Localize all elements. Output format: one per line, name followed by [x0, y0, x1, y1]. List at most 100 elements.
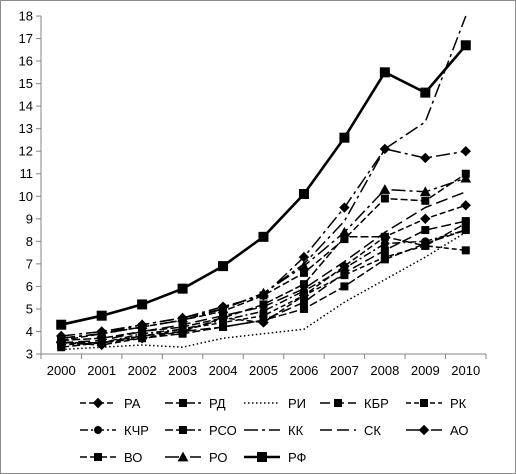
series-12 — [55, 172, 472, 343]
data-point — [138, 327, 147, 336]
data-point — [340, 235, 349, 244]
data-point — [340, 282, 349, 291]
x-tick-label: 2007 — [330, 363, 359, 378]
data-point — [258, 231, 269, 242]
data-point — [340, 264, 349, 273]
data-point — [379, 143, 391, 155]
data-point — [340, 271, 349, 280]
data-point — [299, 304, 308, 313]
legend-item: ВО — [80, 450, 142, 465]
legend-item: РСО — [165, 423, 237, 438]
y-tick-label: 16 — [19, 54, 33, 69]
x-tick-label: 2009 — [411, 363, 440, 378]
data-point — [379, 67, 390, 78]
legend-label: РИ — [288, 396, 306, 411]
x-tick-label: 2010 — [451, 363, 480, 378]
data-point — [380, 239, 389, 248]
x-tick-label: 2003 — [168, 363, 197, 378]
data-point — [299, 268, 308, 277]
legend-item: КБР — [320, 396, 389, 411]
y-tick-label: 11 — [20, 166, 34, 181]
y-tick-label: 15 — [19, 76, 33, 91]
data-point — [461, 219, 470, 228]
y-tick-label: 3 — [26, 347, 33, 362]
x-tick-label: 2004 — [209, 363, 238, 378]
legend-item: РД — [165, 396, 226, 411]
legend-swatch-marker — [92, 397, 104, 409]
data-point — [298, 251, 310, 263]
series-9 — [61, 191, 467, 344]
y-tick-label: 10 — [19, 189, 33, 204]
data-point — [219, 322, 228, 331]
y-tick-label: 18 — [19, 9, 33, 24]
data-point — [419, 186, 431, 197]
y-tick-label: 8 — [26, 234, 33, 249]
legend-label: АО — [450, 423, 469, 438]
legend-item: РФ — [244, 450, 307, 465]
y-tick-label: 17 — [19, 31, 33, 46]
data-point — [259, 307, 268, 316]
x-tick-label: 2001 — [87, 363, 116, 378]
legend-label: РО — [209, 450, 228, 465]
legend-item: СК — [320, 423, 381, 438]
data-point — [219, 313, 228, 322]
data-point — [217, 303, 229, 314]
data-point — [380, 232, 389, 241]
data-point — [421, 226, 430, 235]
legend-item: РИ — [244, 396, 306, 411]
legend-label: ВО — [124, 450, 142, 465]
data-point — [420, 87, 431, 98]
y-tick-label: 7 — [26, 256, 33, 271]
y-tick-label: 13 — [19, 121, 33, 136]
y-tick-label: 6 — [26, 279, 33, 294]
data-point — [299, 291, 308, 300]
y-tick-label: 5 — [26, 301, 33, 316]
data-point — [136, 319, 148, 330]
data-point — [56, 319, 67, 330]
legend-swatch-marker — [418, 424, 430, 436]
legend-label: КБР — [364, 396, 389, 411]
y-tick-label: 9 — [26, 211, 33, 226]
legend-swatch-marker — [420, 399, 428, 407]
legend-swatch-marker — [179, 426, 187, 434]
data-point — [380, 253, 389, 262]
data-point — [380, 246, 389, 255]
data-point — [259, 316, 268, 325]
data-point — [339, 132, 350, 143]
data-point — [460, 200, 471, 211]
series-line — [61, 204, 467, 346]
legend-label: РСО — [209, 423, 237, 438]
legend-label: РА — [124, 396, 141, 411]
data-point — [299, 298, 308, 307]
data-point — [55, 332, 67, 343]
data-point — [97, 334, 106, 343]
data-point — [258, 287, 269, 298]
data-point — [137, 299, 148, 310]
data-point — [379, 184, 391, 194]
x-tick-label: 2008 — [370, 363, 399, 378]
data-point — [460, 146, 471, 157]
legend-label: СК — [364, 423, 381, 438]
data-point — [460, 172, 472, 183]
axes: 3 4 5 6 7 8 9 10 11 12 13 14 15 16 17 18 2000 2001 2002 200… — [19, 9, 487, 378]
legend-swatch-marker — [179, 399, 187, 407]
data-point — [298, 260, 310, 271]
data-point — [460, 40, 471, 51]
legend-label: РК — [450, 396, 467, 411]
data-point — [96, 328, 108, 339]
data-point — [420, 213, 431, 224]
legend-item: РК — [406, 396, 467, 411]
data-point — [461, 226, 470, 235]
data-point — [177, 283, 188, 294]
legend-label: КК — [288, 423, 304, 438]
legend: РА РД РИ КБР РК КЧР РСО КК СК АО ВО РО РФ — [80, 396, 469, 465]
legend-item: АО — [406, 423, 469, 438]
data-point — [380, 194, 389, 203]
y-tick-label: 4 — [26, 324, 33, 339]
legend-item: РО — [165, 450, 228, 465]
x-tick-label: 2005 — [249, 363, 278, 378]
x-tick-label: 2000 — [47, 363, 76, 378]
data-point — [259, 311, 268, 320]
data-point — [298, 189, 309, 200]
